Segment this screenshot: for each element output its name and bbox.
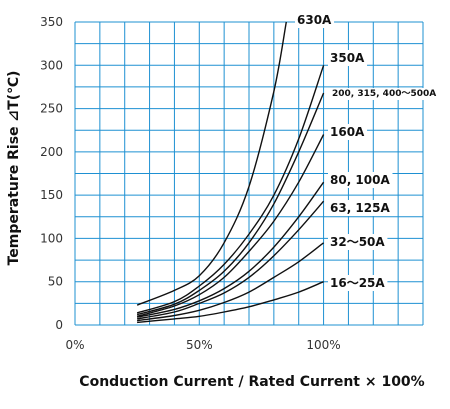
series-label-background	[330, 88, 439, 100]
series-line	[136, 134, 325, 317]
series-label: 32～50A	[330, 235, 385, 249]
series-label-background	[328, 200, 393, 216]
y-tick-label: 350	[40, 15, 63, 29]
series-label: 160A	[330, 125, 365, 139]
x-axis-title: Conduction Current / Rated Current × 100…	[79, 374, 424, 390]
series-label: 200, 315, 400～500A	[332, 89, 436, 99]
x-axis-ticks: 0% 50% 100%	[65, 338, 340, 352]
series-line	[136, 92, 325, 316]
series-line	[136, 21, 287, 306]
y-tick-label: 100	[40, 231, 63, 245]
series-label-background	[328, 172, 393, 188]
series-label: 16～25A	[330, 276, 385, 290]
y-tick-label: 200	[40, 145, 63, 159]
series-line	[136, 65, 325, 314]
y-tick-label: 250	[40, 102, 63, 116]
y-tick-label: 300	[40, 58, 63, 72]
series-label-background	[328, 275, 388, 291]
series-label-background	[328, 50, 368, 66]
series-label: 350A	[330, 51, 365, 65]
y-tick-label: 0	[55, 318, 63, 332]
series-line	[136, 181, 325, 318]
series-line	[136, 200, 325, 320]
series-line	[137, 242, 325, 322]
series-label-background	[328, 234, 388, 250]
x-tick-label: 100%	[306, 338, 340, 352]
series-label: 63, 125A	[330, 201, 390, 215]
y-axis-title: Temperature Rise ⊿T(℃)	[6, 71, 22, 266]
series-label-background	[328, 124, 368, 140]
x-tick-label: 50%	[186, 338, 213, 352]
y-axis-ticks: 0 50 100 150 200 250 300 350	[40, 15, 63, 332]
x-tick-label: 0%	[65, 338, 84, 352]
y-tick-label: 50	[48, 275, 63, 289]
y-tick-label: 150	[40, 188, 63, 202]
series-label: 80, 100A	[330, 173, 390, 187]
series-label-background	[295, 12, 335, 28]
series-labels: 630A 350A 200, 315, 400～500A 160A 80, 100A 63…	[295, 12, 439, 291]
series-lines	[136, 21, 325, 324]
series-line	[137, 281, 324, 324]
series-label: 630A	[297, 13, 332, 27]
